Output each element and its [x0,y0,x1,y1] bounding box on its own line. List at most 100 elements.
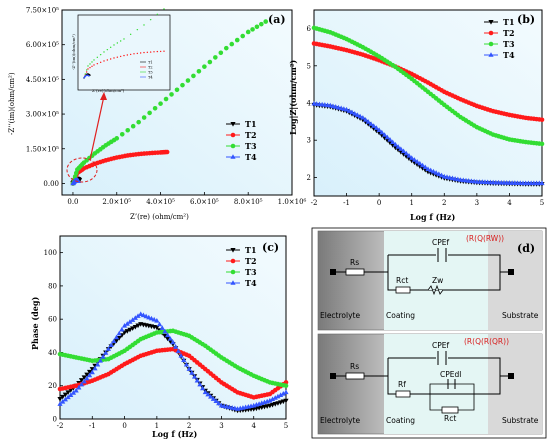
panel-a-point-t4-legend [230,154,236,159]
panel-a-point-t2-40 [164,149,170,155]
panel-b-point-t1-27 [384,138,390,143]
model-1: (R(Q(RW)) [466,234,504,243]
panel-a-point-t3-43 [240,33,246,39]
panel-a-point-t3-28 [158,101,163,106]
panel-c-point-t4-27 [130,317,136,322]
zw-label: Zw [432,276,443,285]
panel-a-point-t3-26 [147,110,152,116]
panel-c-point-t4-10 [84,375,90,381]
panel-c-point-t4-52 [197,381,203,387]
panel-c-point-t4-58 [213,398,219,404]
terminal-left-2 [330,373,336,379]
panel-a-point-t3-3 [73,170,79,176]
panel-b-point-t1-26 [381,135,388,141]
rf-label: Rf [398,380,406,389]
inset-point-t3-6 [93,59,95,61]
inset-point-t3-3 [87,65,89,67]
panel-c-point-t4-48 [186,366,192,371]
panel-b-point-t4-31 [395,144,401,149]
panel-a-ytick-3: 4.50×10⁵ [26,76,59,84]
panel-c-point-t1-28 [132,324,138,330]
panel-a-point-t3-22 [125,127,131,133]
panel-a-ytick-4: 6.00×10⁵ [26,41,59,49]
inset-point-t3-2 [85,69,88,71]
panel-b-point-t4-16 [354,112,361,117]
panel-b-xtick-2: 0 [377,199,381,207]
panel-b-point-t4-35 [406,153,412,158]
panel-a-point-t3-45 [250,27,255,32]
panel-a-point-t3-29 [163,96,169,102]
panel-c-xtick-4: 2 [187,422,191,430]
panel-b-xtick-5: 3 [475,199,479,207]
inset-point-t3-12 [113,44,115,46]
resistor-rf [395,390,411,398]
panel-c-point-t4-11 [86,372,93,378]
inset-point-t2-11 [109,58,112,60]
panel-b-point-t4-22 [371,123,377,128]
panel-c-point-t4-4 [68,392,74,397]
panel-a-point-t3-32 [180,82,185,88]
inset-point-t3-10 [106,48,109,51]
panel-c-point-t4-44 [175,348,181,354]
panel-b-point-t4-legend [488,52,494,57]
panel-b-point-t4-29 [390,139,396,145]
inset-point-t2-18 [133,53,135,55]
panel-b-point-t4-32 [398,146,404,151]
panel-a-frame [61,9,293,196]
inset-point-t2-26 [159,50,162,53]
panel-a-point-t3-48 [263,19,269,24]
panel-c-point-t1-84 [283,398,289,404]
panel-b-point-t4-40 [419,162,426,168]
panel-c-point-t4-82 [278,392,284,397]
panel-c-xtick-3: 1 [155,422,159,430]
zoom-arrow-head [100,92,107,100]
inset-point-t2-16 [126,54,129,56]
inset-point-t2-17 [129,53,132,56]
inset-point-t2-20 [139,52,142,54]
electrolyte-label-2: Electrolyte [320,416,360,425]
panel-c-point-t4-39 [162,328,168,334]
panel-b-point-t4-17 [357,113,363,119]
inset-point-t3-18 [143,24,145,26]
substrate-label-2: Substrate [502,416,539,425]
panel-c-point-t4-46 [181,357,187,363]
inset-point-t3-15 [123,38,125,40]
panel-b-xlabel: Log f (Hz) [410,212,455,222]
panel-b-point-t1-28 [387,140,393,146]
panel-a-xtick-3: 6.0×10⁵ [190,198,219,206]
panel-c-point-t4-7 [76,384,82,390]
panel-b-point-t4-18 [360,115,366,120]
panel-c-point-t1-10 [84,372,90,378]
panel-c-point-t4-33 [146,314,152,320]
inset-point-t3-21 [163,8,165,10]
panel-c-legend-t3: T3 [245,267,257,277]
panel-c-point-t4-53 [199,385,206,391]
inset-point-t2-15 [123,54,125,57]
inset-point-t2-2 [85,71,88,73]
panel-c-ytick-5: 100 [44,249,57,257]
panel-c-point-t3-84 [283,383,289,389]
panel-c-point-t4-57 [210,396,216,401]
inset-point-t4-15 [88,75,90,77]
panel-c-point-t4-24 [121,323,128,328]
panel-c-point-t4-26 [127,319,133,324]
panel-c-point-t4-17 [103,350,109,355]
inset-point-t3-14 [119,40,122,42]
panel-c-point-t4-83 [280,390,286,396]
panel-b-point-t4-25 [379,129,385,135]
inset-point-t3-13 [116,42,119,44]
panel-c-point-t4-31 [140,312,147,318]
panel-c-point-t4-14 [95,361,101,367]
inset-point-t3-17 [136,28,139,31]
panel-b-label: (b) [517,13,535,26]
panel-c-point-t1-26 [127,327,133,333]
panel-a-nyquist: 0.0 2.0×10⁵ 4.0×10⁵ 6.0×10⁵ 8.0×10⁵ 1.0×10⁶ 0.… [8,7,307,222]
panel-b-point-t3-legend [488,41,494,47]
panel-c-point-t1-24 [121,330,128,336]
panel-a-point-t3-33 [185,78,191,83]
panel-b-point-t1-29 [390,143,396,148]
coating-label-1: Coating [386,311,415,320]
panel-c-xtick-2: 0 [122,422,126,430]
panel-a-point-t3-30 [169,92,174,97]
